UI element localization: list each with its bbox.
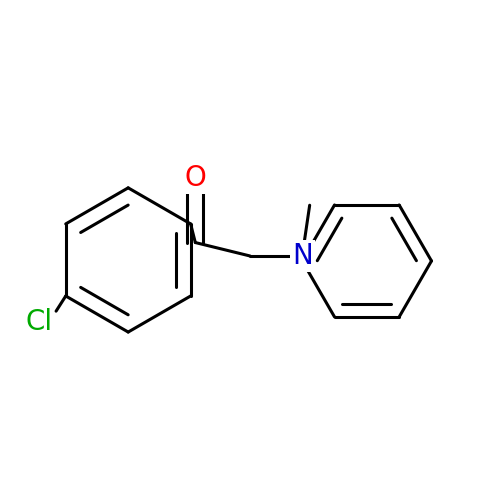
Text: O: O	[184, 164, 206, 192]
Text: N: N	[292, 242, 312, 270]
Text: Cl: Cl	[25, 308, 52, 336]
